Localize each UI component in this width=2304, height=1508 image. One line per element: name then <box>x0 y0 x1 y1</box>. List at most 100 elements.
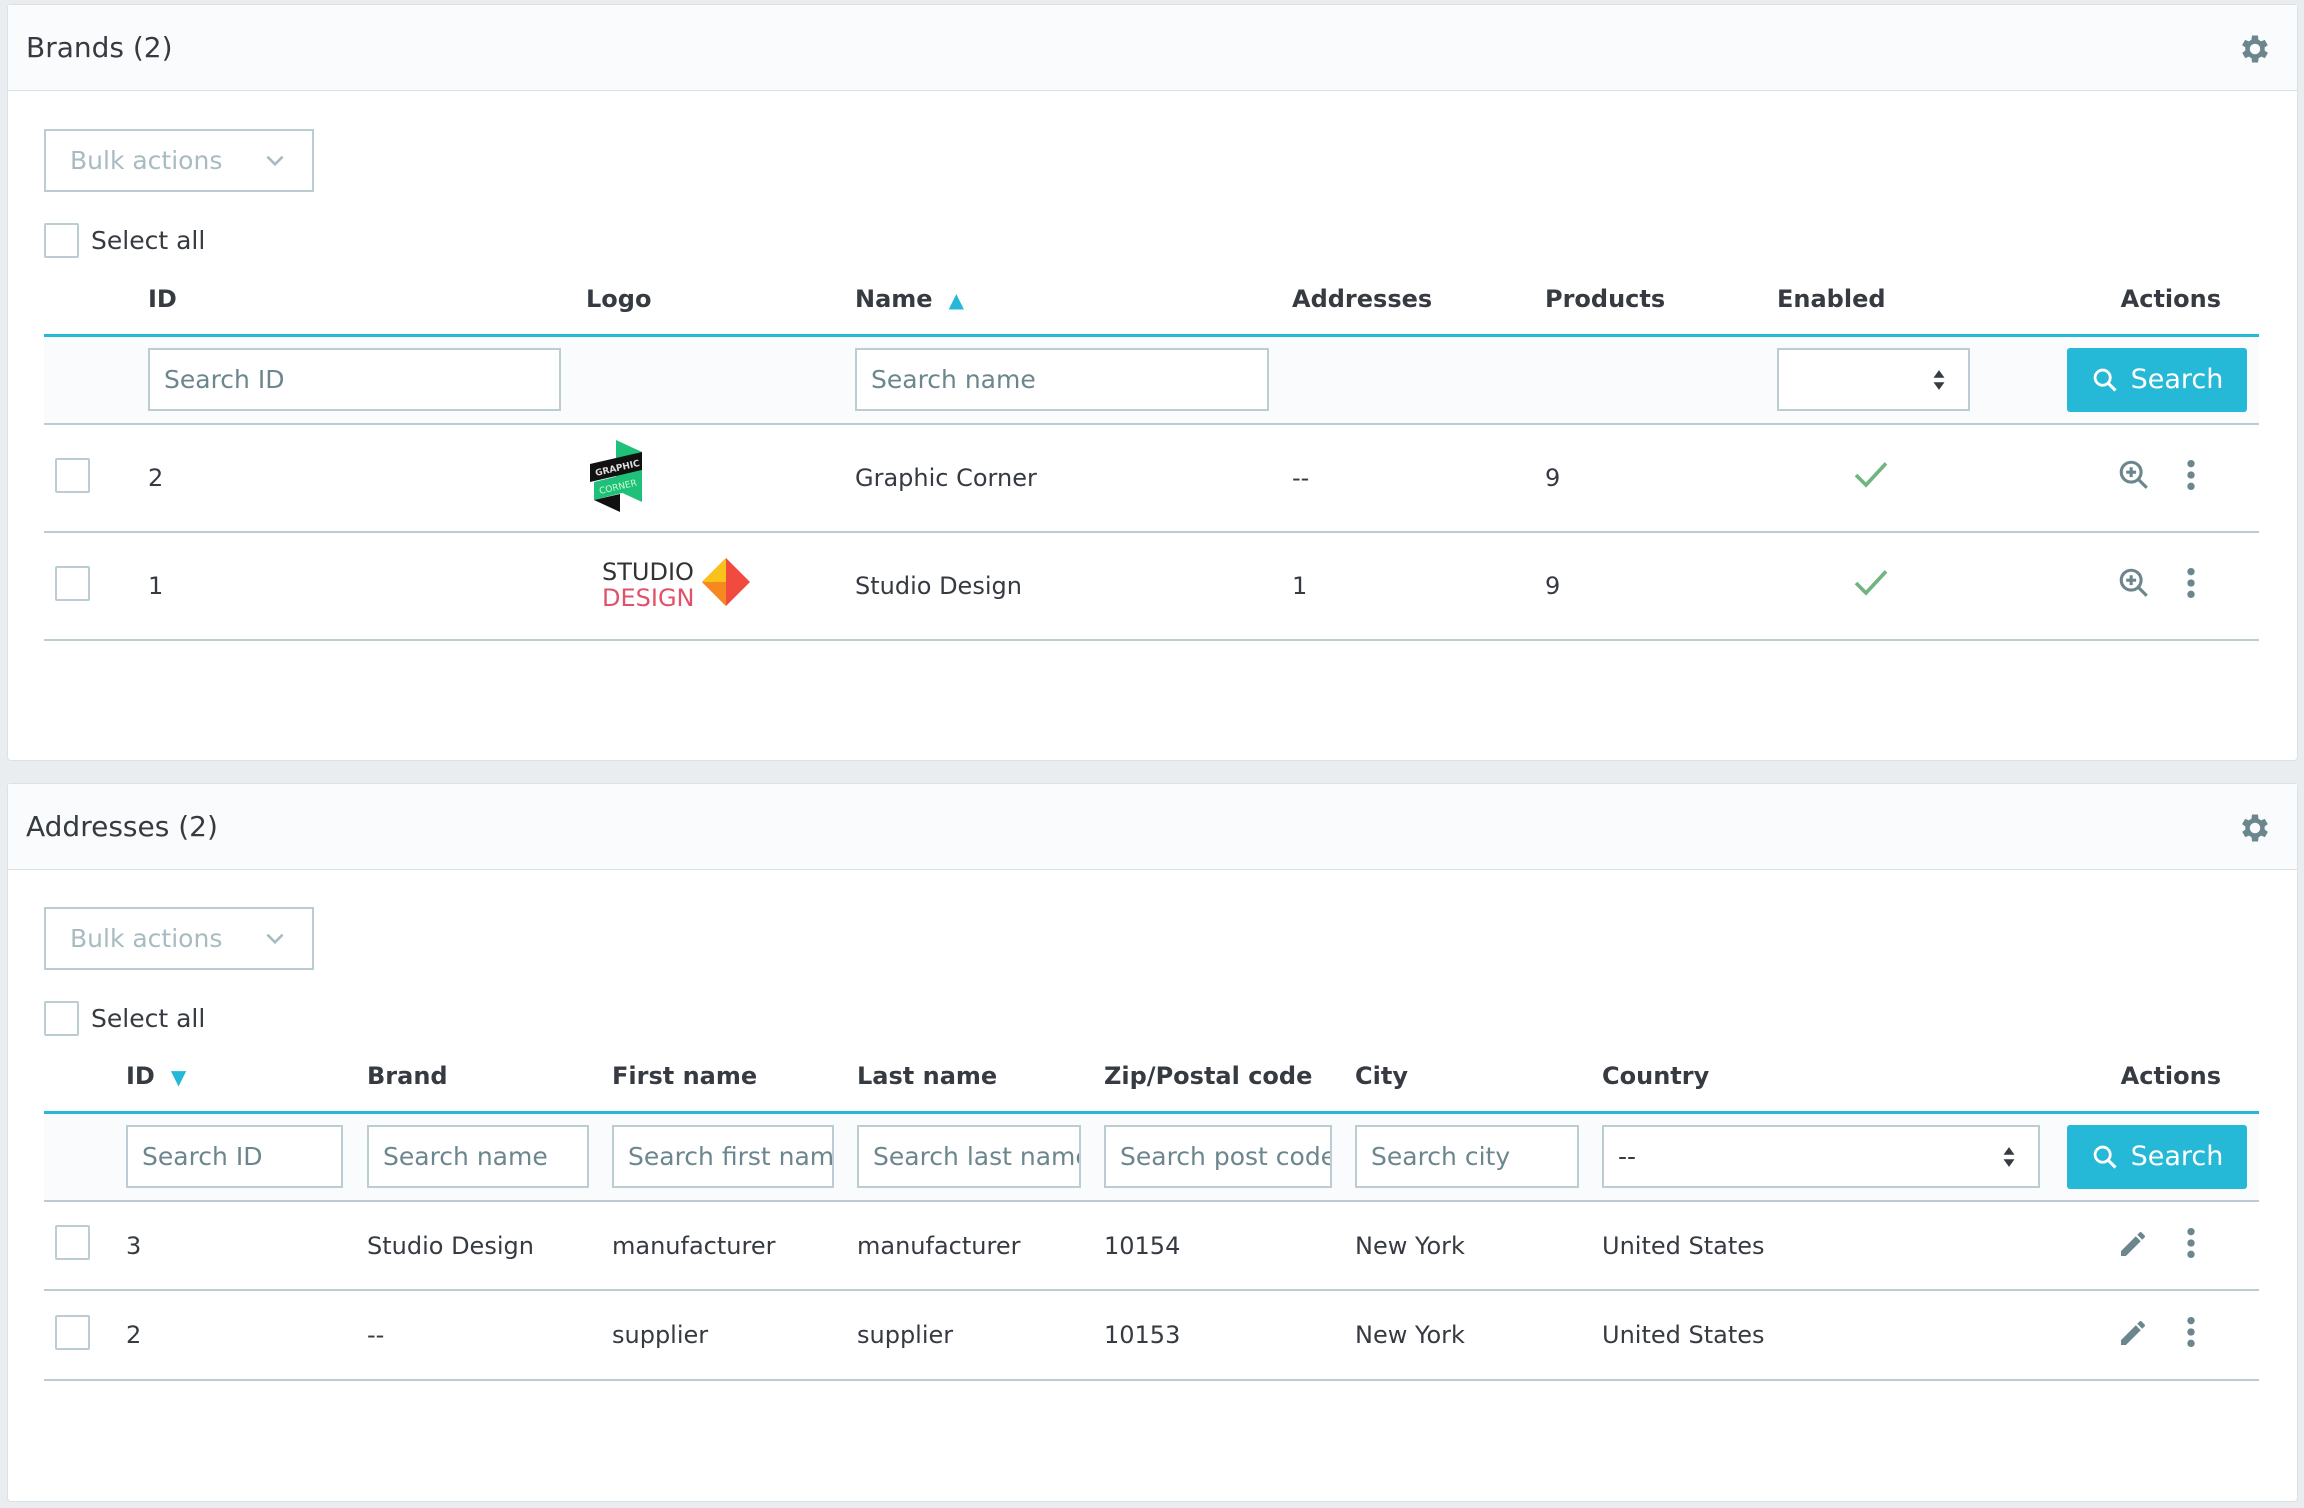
cell-zip: 10154 <box>1104 1201 1355 1291</box>
search-zip-input[interactable]: Search post code <box>1104 1125 1332 1189</box>
brand-logo: STUDIO DESIGN <box>586 532 855 641</box>
table-row: 1 STUDIO DESIGN Studio Design 1 9 <box>44 532 2259 641</box>
cell-name: Graphic Corner <box>855 424 1292 533</box>
cell-country: United States <box>1602 1201 2067 1291</box>
cell-addresses: 1 <box>1292 532 1545 641</box>
view-zoom-icon[interactable] <box>2117 566 2151 600</box>
select-all-checkbox[interactable] <box>44 223 79 258</box>
edit-pencil-icon[interactable] <box>2117 1228 2149 1260</box>
brands-table: ID Logo Name ▲ Addresses Products Enabled… <box>44 265 2259 641</box>
check-icon <box>1851 455 1891 495</box>
svg-text:DESIGN: DESIGN <box>602 584 695 612</box>
col-addresses[interactable]: Addresses <box>1292 265 1545 337</box>
cell-first-name: manufacturer <box>612 1201 857 1291</box>
more-dots-icon[interactable] <box>2185 1226 2197 1260</box>
more-dots-icon[interactable] <box>2185 1315 2197 1349</box>
cell-products: 9 <box>1545 532 1777 641</box>
col-id[interactable]: ID ▼ <box>126 1042 367 1114</box>
select-all[interactable]: Select all <box>44 223 205 258</box>
cell-products: 9 <box>1545 424 1777 533</box>
col-id[interactable]: ID <box>148 265 586 337</box>
cell-zip: 10153 <box>1104 1290 1355 1381</box>
bulk-actions-dropdown[interactable]: Bulk actions <box>44 129 314 192</box>
cell-country: United States <box>1602 1290 2067 1381</box>
col-products[interactable]: Products <box>1545 265 1777 337</box>
cell-first-name: supplier <box>612 1290 857 1381</box>
col-logo: Logo <box>586 265 855 337</box>
search-id-input[interactable]: Search ID <box>126 1125 343 1189</box>
enabled-select[interactable] <box>1777 348 1970 412</box>
search-name-input[interactable]: Search name <box>855 348 1269 412</box>
gear-icon[interactable] <box>2237 810 2273 846</box>
select-all[interactable]: Select all <box>44 1001 205 1036</box>
col-zip[interactable]: Zip/Postal code <box>1104 1042 1355 1114</box>
cell-city: New York <box>1355 1290 1602 1381</box>
edit-pencil-icon[interactable] <box>2117 1317 2149 1349</box>
row-checkbox[interactable] <box>55 1225 90 1260</box>
search-icon <box>2091 1143 2119 1171</box>
view-zoom-icon[interactable] <box>2117 458 2151 492</box>
gear-icon[interactable] <box>2237 31 2273 67</box>
col-actions: Actions <box>2067 1042 2259 1114</box>
cell-id: 3 <box>126 1201 367 1291</box>
sort-asc-icon[interactable]: ▲ <box>948 288 964 313</box>
bulk-actions-label: Bulk actions <box>70 146 223 175</box>
search-label: Search <box>2130 364 2224 396</box>
more-dots-icon[interactable] <box>2185 566 2197 600</box>
col-country[interactable]: Country <box>1602 1042 2067 1114</box>
cell-id: 1 <box>148 532 586 641</box>
col-brand[interactable]: Brand <box>367 1042 612 1114</box>
row-checkbox[interactable] <box>55 565 90 601</box>
svg-text:STUDIO: STUDIO <box>602 558 694 586</box>
country-select-value: -- <box>1618 1142 1637 1172</box>
col-actions: Actions <box>2067 265 2259 337</box>
row-checkbox[interactable] <box>55 1314 90 1350</box>
col-last-name[interactable]: Last name <box>857 1042 1104 1114</box>
check-icon <box>1851 563 1891 603</box>
country-select[interactable]: -- <box>1602 1125 2040 1189</box>
col-first-name[interactable]: First name <box>612 1042 857 1114</box>
search-city-input[interactable]: Search city <box>1355 1125 1579 1189</box>
search-button[interactable]: Search <box>2067 1124 2247 1189</box>
search-brand-input[interactable]: Search name <box>367 1125 589 1189</box>
addresses-card: Addresses (2) Bulk actions Select all ID… <box>7 783 2298 1502</box>
select-all-checkbox[interactable] <box>44 1001 79 1036</box>
addresses-header: Addresses (2) <box>8 784 2297 870</box>
col-name[interactable]: Name ▲ <box>855 265 1292 337</box>
more-dots-icon[interactable] <box>2185 458 2197 492</box>
addresses-title: Addresses (2) <box>26 810 218 843</box>
col-id-label: ID <box>126 1062 155 1091</box>
cell-id: 2 <box>126 1290 367 1381</box>
cell-city: New York <box>1355 1201 1602 1291</box>
chevron-down-icon <box>262 926 288 952</box>
row-checkbox[interactable] <box>55 457 90 493</box>
search-id-input[interactable]: Search ID <box>148 348 561 412</box>
addresses-table: ID ▼ Brand First name Last name Zip/Posta… <box>44 1042 2259 1381</box>
cell-last-name: manufacturer <box>857 1201 1104 1291</box>
brands-card: Brands (2) Bulk actions Select all ID Lo… <box>7 4 2298 761</box>
col-enabled[interactable]: Enabled <box>1777 265 2067 337</box>
brands-header: Brands (2) <box>8 5 2297 91</box>
updown-icon <box>2002 1146 2016 1168</box>
table-row: 2 -- supplier supplier 10153 New York Un… <box>44 1290 2259 1381</box>
updown-icon <box>1932 369 1946 391</box>
cell-addresses: -- <box>1292 424 1545 533</box>
cell-name: Studio Design <box>855 532 1292 641</box>
sort-desc-icon[interactable]: ▼ <box>170 1065 187 1090</box>
select-all-label: Select all <box>91 226 206 255</box>
select-all-label: Select all <box>91 1004 206 1033</box>
search-button[interactable]: Search <box>2067 347 2247 412</box>
col-name-label: Name <box>855 285 933 314</box>
search-last-name-input[interactable]: Search last name <box>857 1125 1081 1189</box>
cell-brand: Studio Design <box>367 1201 612 1291</box>
bulk-actions-dropdown[interactable]: Bulk actions <box>44 907 314 970</box>
search-first-name-input[interactable]: Search first name <box>612 1125 834 1189</box>
brands-title: Brands (2) <box>26 31 173 64</box>
cell-brand: -- <box>367 1290 612 1381</box>
chevron-down-icon <box>262 148 288 174</box>
cell-last-name: supplier <box>857 1290 1104 1381</box>
cell-id: 2 <box>148 424 586 533</box>
col-city[interactable]: City <box>1355 1042 1602 1114</box>
search-icon <box>2091 366 2119 394</box>
search-label: Search <box>2130 1141 2224 1173</box>
